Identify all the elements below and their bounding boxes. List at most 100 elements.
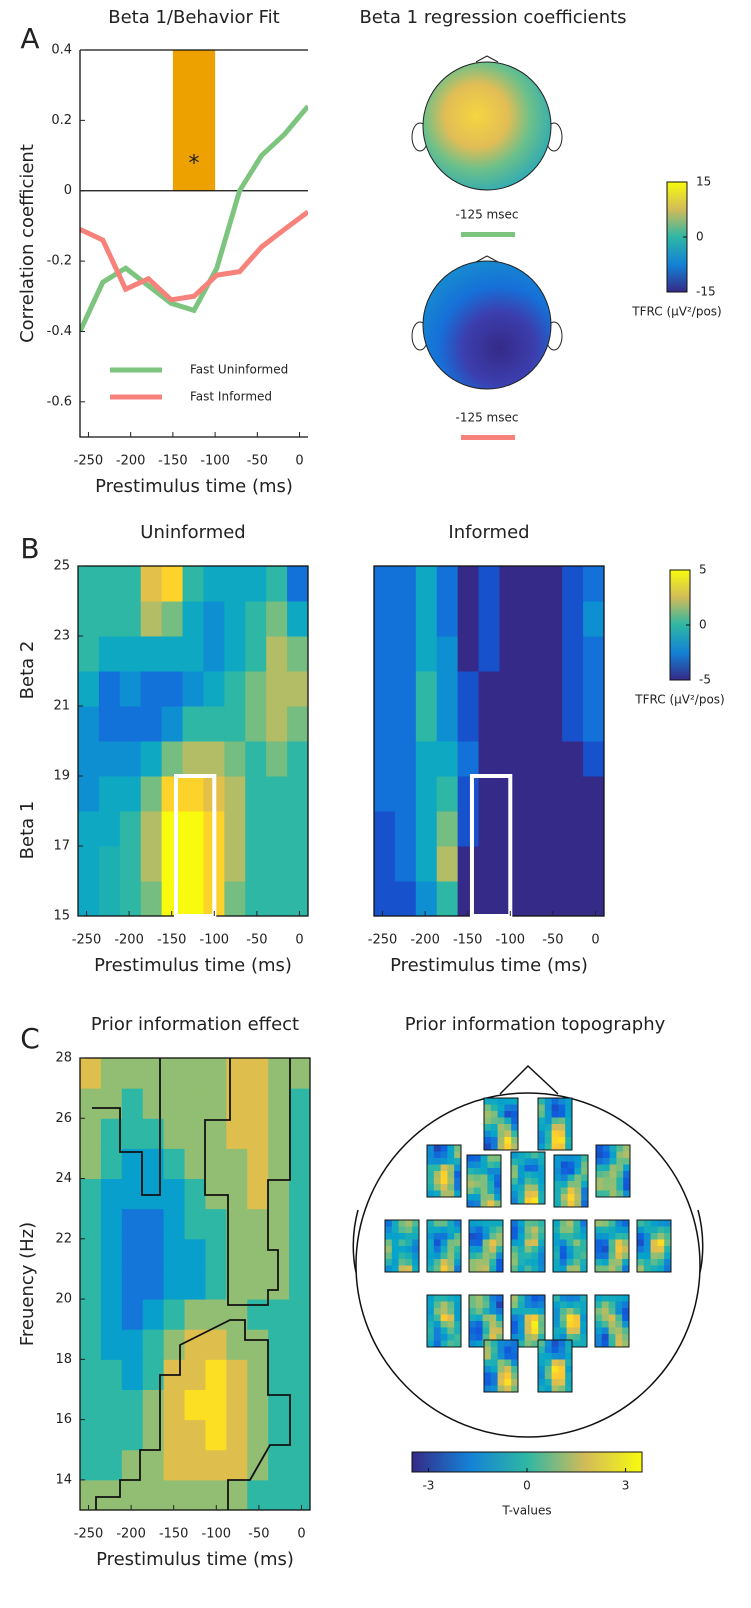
tile-cell bbox=[601, 1340, 610, 1348]
tile-cell bbox=[622, 1246, 630, 1253]
tile-cell bbox=[484, 1111, 492, 1118]
y-tick-label: 16 bbox=[55, 1412, 72, 1427]
tile-cell bbox=[496, 1321, 504, 1328]
tile-cell bbox=[482, 1233, 490, 1240]
tile-cell bbox=[551, 1340, 559, 1347]
tile-cell bbox=[454, 1164, 462, 1172]
tile-cell bbox=[615, 1233, 623, 1240]
tile-cell bbox=[553, 1327, 561, 1335]
tile-cell bbox=[559, 1246, 568, 1253]
heatmap-cell bbox=[184, 1088, 206, 1119]
heatmap-cell bbox=[268, 1449, 290, 1481]
tile-cell bbox=[490, 1130, 499, 1138]
tile-cell bbox=[567, 1155, 575, 1162]
tile-cell bbox=[554, 1155, 562, 1162]
tile-cell bbox=[511, 1220, 519, 1227]
panel-label: C bbox=[20, 1022, 40, 1055]
tile-cell bbox=[538, 1178, 546, 1185]
tile-cell bbox=[433, 1184, 442, 1191]
tile-cell bbox=[573, 1327, 581, 1335]
tile-cell bbox=[609, 1158, 617, 1165]
heatmap-cell bbox=[100, 1419, 123, 1451]
tile-cell bbox=[433, 1259, 442, 1266]
heatmap-cell bbox=[226, 1148, 248, 1180]
heatmap-cell bbox=[224, 671, 246, 707]
heatmap-cell bbox=[161, 671, 184, 707]
tile-cell bbox=[637, 1233, 645, 1240]
heatmap-cell bbox=[457, 566, 480, 602]
tile-cell bbox=[608, 1233, 616, 1240]
heatmap-cell bbox=[163, 1299, 186, 1330]
heatmap-cell bbox=[80, 1268, 102, 1300]
heatmap-cell bbox=[266, 636, 288, 672]
tile-cell bbox=[566, 1301, 574, 1309]
heatmap-cell bbox=[268, 1178, 290, 1210]
tile-cell bbox=[615, 1327, 623, 1335]
tile-cell bbox=[574, 1187, 582, 1195]
heatmap-cell bbox=[142, 1118, 165, 1149]
tile-cell bbox=[622, 1340, 630, 1348]
tile-cell bbox=[567, 1187, 575, 1195]
tile-cell bbox=[596, 1164, 604, 1172]
tile-cell bbox=[496, 1239, 504, 1247]
tile-cell bbox=[538, 1233, 546, 1240]
tile-cell bbox=[511, 1379, 519, 1386]
heatmap-cell bbox=[226, 1359, 248, 1390]
tile-cell bbox=[622, 1327, 630, 1335]
heatmap-cell bbox=[478, 671, 500, 707]
tile-cell bbox=[616, 1190, 624, 1198]
tile-cell bbox=[480, 1155, 488, 1162]
heatmap-cell bbox=[289, 1299, 311, 1330]
tile-cell bbox=[650, 1265, 658, 1273]
heatmap-cell bbox=[121, 1389, 144, 1421]
heatmap-cell bbox=[142, 1238, 165, 1270]
tile-cell bbox=[412, 1252, 420, 1260]
tile-cell bbox=[559, 1265, 568, 1273]
heatmap-cell bbox=[415, 776, 438, 812]
tile-cell bbox=[484, 1124, 492, 1131]
heatmap-cell bbox=[287, 776, 309, 812]
tile-cell bbox=[454, 1295, 462, 1302]
chart-title: Beta 1/Behavior Fit bbox=[108, 7, 280, 28]
heatmap-cell bbox=[224, 846, 246, 882]
heatmap-cell bbox=[121, 1329, 144, 1360]
tile-cell bbox=[531, 1239, 539, 1247]
tile-cell bbox=[602, 1158, 611, 1165]
heatmap-cell bbox=[161, 566, 184, 602]
tile-cell bbox=[440, 1233, 448, 1240]
heatmap-cell bbox=[100, 1389, 123, 1421]
tile-cell bbox=[475, 1334, 484, 1341]
tile-cell bbox=[487, 1155, 495, 1162]
tile-cell bbox=[565, 1111, 573, 1118]
tile-cell bbox=[447, 1158, 455, 1165]
tile-cell bbox=[567, 1181, 575, 1188]
tile-cell bbox=[504, 1124, 512, 1131]
heatmap-cell bbox=[184, 1419, 206, 1451]
tile-cell bbox=[427, 1314, 435, 1322]
tile-cell bbox=[558, 1117, 566, 1125]
tile-cell bbox=[473, 1187, 482, 1195]
tile-cell bbox=[637, 1259, 645, 1266]
tile-cell bbox=[511, 1246, 519, 1253]
tile-cell bbox=[524, 1152, 532, 1159]
tile-cell bbox=[573, 1259, 581, 1266]
tile-cell bbox=[538, 1104, 546, 1112]
tile-cell bbox=[565, 1130, 573, 1138]
tile-cell bbox=[433, 1220, 442, 1227]
heatmap-cell bbox=[268, 1359, 290, 1390]
tile-cell bbox=[580, 1233, 588, 1240]
x-tick-label: 0 bbox=[297, 1527, 305, 1542]
x-tick-label: -50 bbox=[542, 933, 563, 948]
tile-cell bbox=[551, 1379, 559, 1386]
y-tick-label: 21 bbox=[53, 699, 70, 714]
heatmap-cell bbox=[415, 706, 438, 742]
heatmap-cell bbox=[287, 601, 309, 637]
tile-cell bbox=[447, 1164, 455, 1172]
tile-cell bbox=[385, 1239, 393, 1247]
tile-cell bbox=[405, 1233, 413, 1240]
tile-cell bbox=[497, 1130, 505, 1138]
heatmap-cell bbox=[224, 636, 246, 672]
tile-cell bbox=[538, 1314, 546, 1322]
tile-cell bbox=[623, 1158, 631, 1165]
tile-cell bbox=[412, 1233, 420, 1240]
